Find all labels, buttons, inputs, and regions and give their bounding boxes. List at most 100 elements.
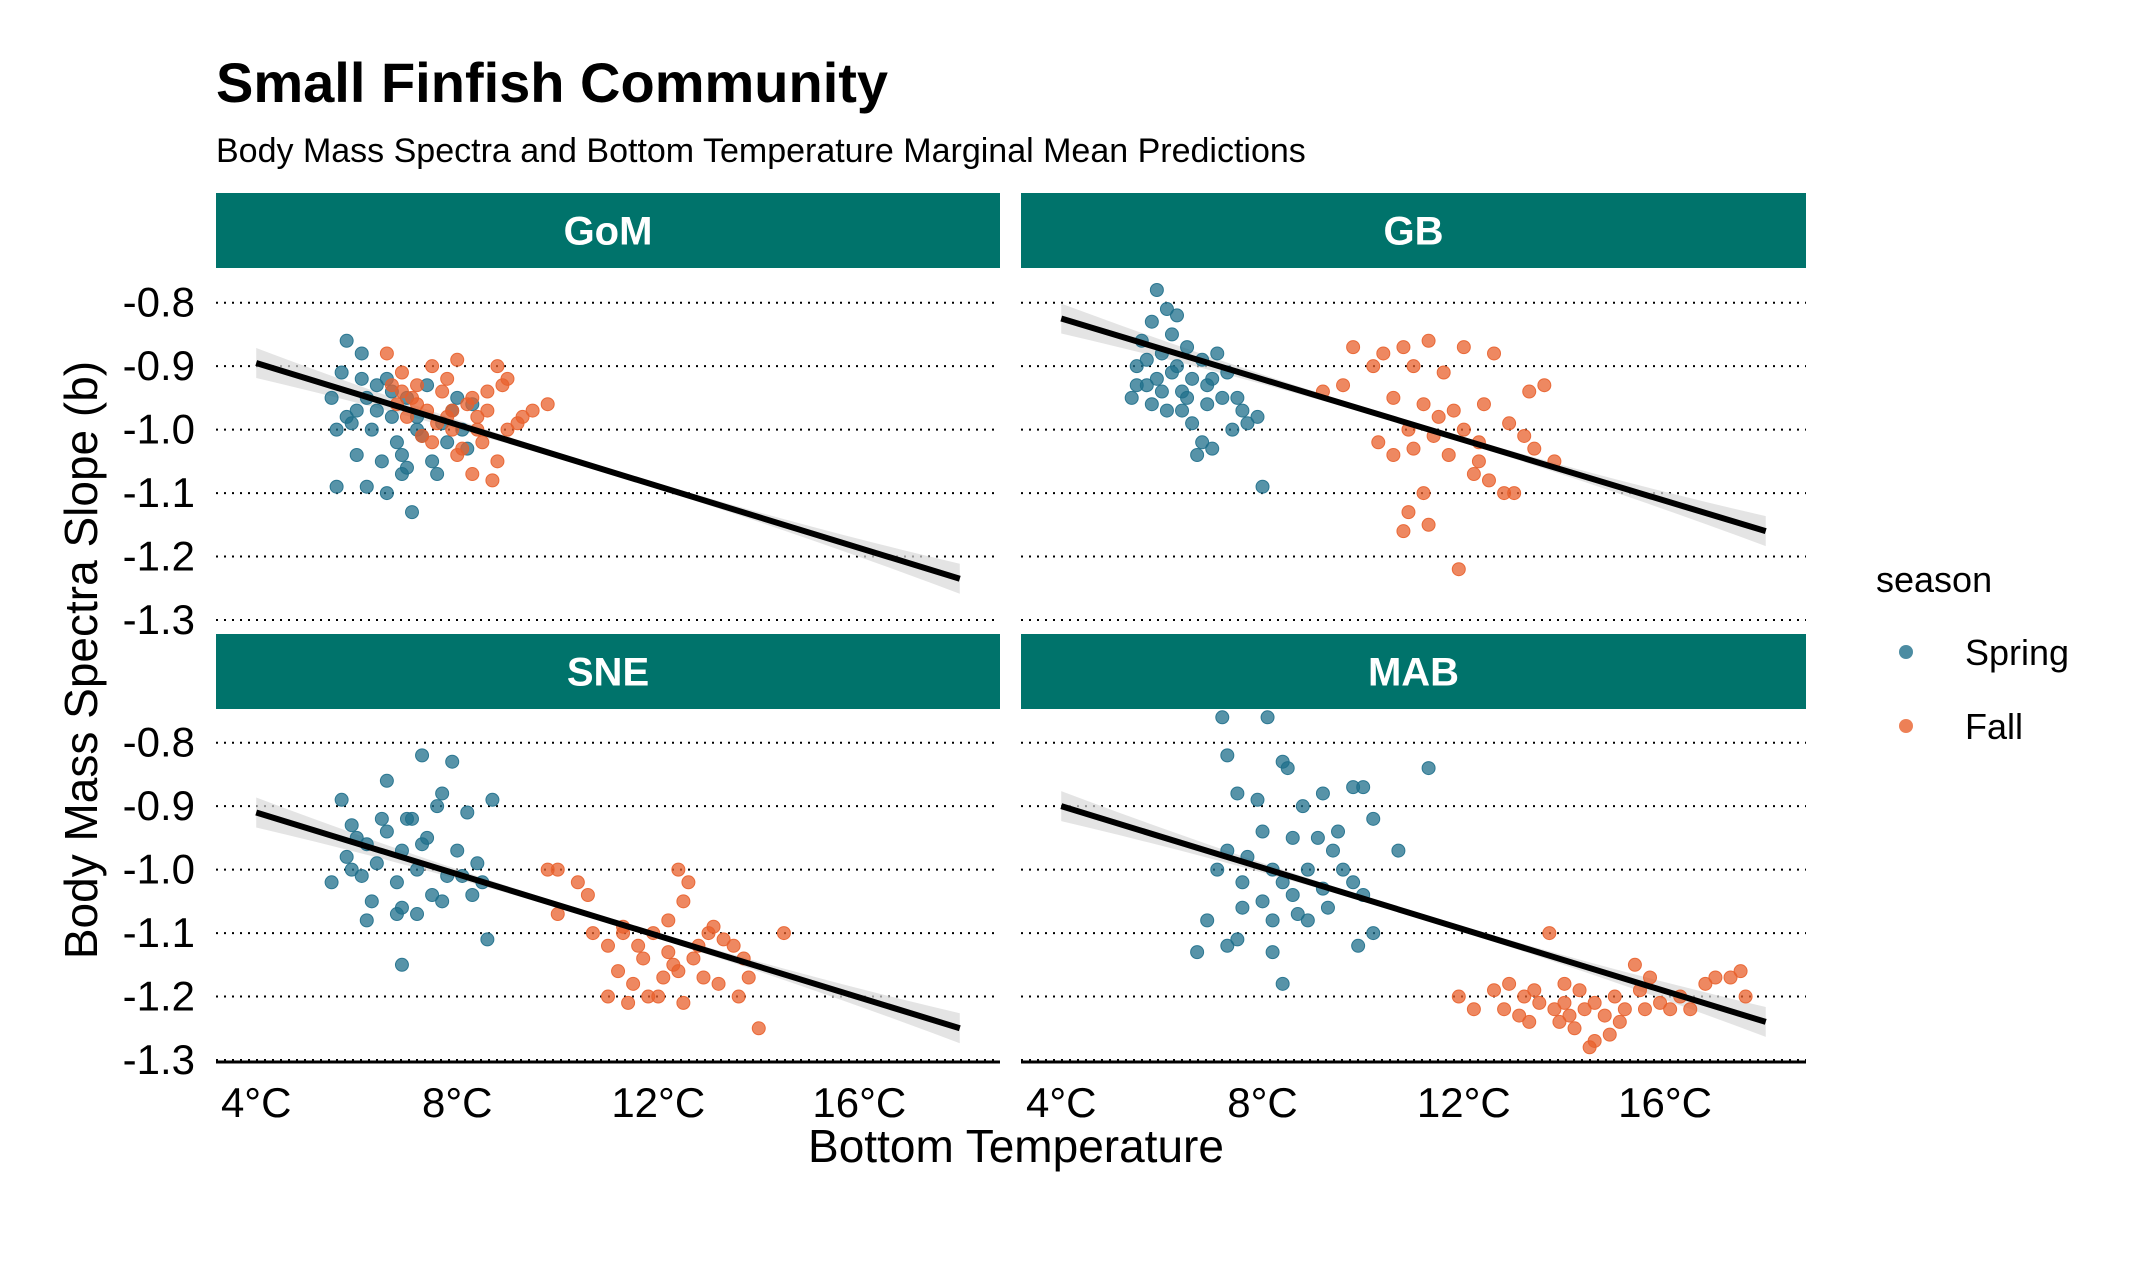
spring-point	[1346, 875, 1361, 890]
fall-point	[1557, 995, 1572, 1010]
fall-point	[1376, 346, 1391, 361]
spring-point	[1300, 862, 1315, 877]
fall-point	[1336, 378, 1351, 393]
strip-gom	[216, 193, 1000, 268]
fall-point	[706, 919, 721, 934]
spring-point	[359, 913, 374, 928]
spring-point	[334, 365, 349, 380]
spring-point	[1240, 416, 1255, 431]
fall-point	[1522, 384, 1537, 399]
spring-point	[1421, 761, 1436, 776]
fall-point	[1396, 340, 1411, 355]
spring-point	[1280, 761, 1295, 776]
fall-point	[1451, 562, 1466, 577]
spring-point	[359, 479, 374, 494]
fall-point	[1542, 926, 1557, 941]
y-tick-label: -1.3	[123, 1036, 195, 1083]
fall-point	[1481, 473, 1496, 488]
spring-point	[1285, 830, 1300, 845]
spring-point	[334, 792, 349, 807]
spring-point	[1124, 390, 1139, 405]
fall-point	[540, 397, 555, 412]
y-tick-label: -0.9	[123, 782, 195, 829]
spring-point	[1250, 792, 1265, 807]
fall-point	[621, 995, 636, 1010]
y-tick-label: -1.1	[123, 909, 195, 956]
spring-point	[415, 748, 430, 763]
spring-point	[1290, 907, 1305, 922]
spring-point	[339, 409, 354, 424]
fall-point	[1587, 995, 1602, 1010]
fall-point	[1738, 989, 1753, 1004]
fit-line	[255, 360, 961, 582]
spring-point	[379, 773, 394, 788]
spring-point	[415, 837, 430, 852]
spring-point	[1149, 283, 1164, 297]
fall-point	[435, 384, 450, 399]
spring-point	[1215, 710, 1230, 725]
fall-point	[1456, 422, 1471, 437]
spring-point	[324, 875, 339, 890]
spring-point	[389, 435, 404, 450]
spring-point	[349, 448, 364, 462]
legend-fall-label: Fall	[1965, 706, 2023, 747]
fall-point	[570, 875, 585, 890]
spring-point	[389, 875, 404, 890]
spring-point	[329, 422, 344, 437]
x-axis-title: Bottom Temperature	[808, 1120, 1224, 1172]
y-tick-label: -0.9	[123, 342, 195, 389]
fall-point	[601, 938, 615, 953]
spring-point	[1265, 945, 1280, 960]
fall-point	[1537, 378, 1552, 393]
spring-point	[1260, 710, 1275, 725]
fall-point	[751, 1021, 766, 1036]
spring-point	[399, 460, 414, 475]
spring-point	[450, 843, 465, 858]
spring-point	[425, 454, 440, 469]
strip-gb	[1021, 193, 1806, 268]
fall-point	[1683, 1002, 1698, 1017]
fall-point	[1567, 1021, 1582, 1036]
spring-point	[1180, 340, 1195, 355]
fall-point	[1557, 976, 1572, 991]
fall-point	[1386, 448, 1401, 462]
fall-point	[1602, 1027, 1617, 1042]
spring-point	[1391, 843, 1406, 858]
spring-point	[1185, 371, 1200, 386]
spring-point	[384, 409, 399, 424]
spring-point	[1200, 913, 1215, 928]
spring-point	[450, 390, 465, 405]
spring-point	[460, 805, 475, 820]
fall-point	[1517, 428, 1532, 443]
fall-point	[711, 976, 726, 991]
spring-point	[1149, 371, 1164, 386]
strip-sne	[216, 634, 1000, 709]
fall-point	[1487, 346, 1502, 361]
fall-point	[1421, 517, 1436, 532]
fall-point	[1507, 486, 1522, 501]
spring-point	[1295, 799, 1310, 814]
spring-point	[1195, 435, 1210, 450]
fall-point	[661, 913, 676, 928]
spring-point	[1169, 359, 1184, 374]
spring-point	[324, 390, 339, 405]
fall-point	[1421, 333, 1436, 348]
fall-point	[490, 359, 505, 374]
fall-point	[626, 976, 641, 991]
fall-point	[671, 862, 686, 877]
spring-point	[354, 868, 369, 883]
fall-point	[415, 428, 430, 443]
x-tick-label: 4°C	[221, 1079, 292, 1126]
fall-point	[510, 416, 525, 431]
spring-point	[379, 486, 394, 501]
fall-point	[1366, 359, 1381, 374]
spring-point	[394, 957, 409, 972]
spring-point	[1210, 346, 1225, 361]
y-axis-title: Body Mass Spectra Slope (b)	[55, 361, 107, 959]
y-tick-label: -1.0	[123, 406, 195, 453]
fall-point	[1371, 435, 1386, 450]
spring-point	[430, 467, 445, 482]
fall-point	[1532, 995, 1547, 1010]
fit-line	[255, 809, 961, 1032]
y-tick-label: -1.2	[123, 973, 195, 1020]
